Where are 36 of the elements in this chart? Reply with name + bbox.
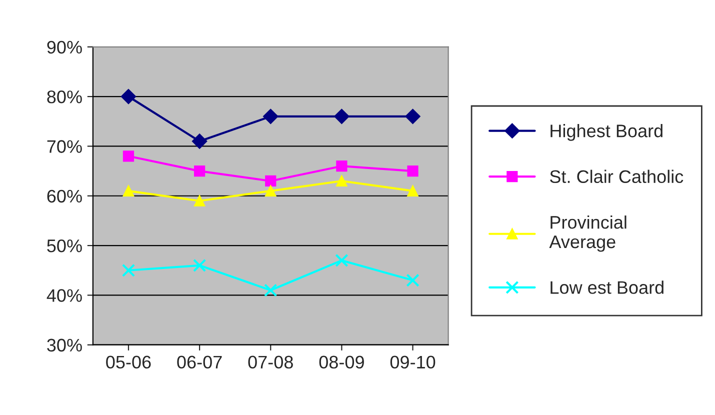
point <box>120 88 136 104</box>
point <box>335 254 348 268</box>
point <box>264 284 278 297</box>
x-tick-label: 05-06 <box>106 356 151 369</box>
point <box>263 108 278 124</box>
point <box>194 195 206 206</box>
x-tick-label: 08-09 <box>319 356 364 369</box>
y-tick-label: 50% <box>47 239 82 252</box>
legend-label: Provincial Average <box>549 216 626 252</box>
point <box>334 108 350 124</box>
point <box>407 165 418 177</box>
y-tick-label: 70% <box>47 140 82 153</box>
y-tick-label: 60% <box>47 190 82 203</box>
point <box>336 160 348 172</box>
point <box>192 258 206 272</box>
point <box>122 185 134 196</box>
point <box>265 185 276 196</box>
y-tick-label: 90% <box>47 40 82 54</box>
legend-label: Low est Board <box>550 280 664 294</box>
x-tick-label: 09-10 <box>390 356 436 369</box>
point <box>122 150 134 162</box>
point <box>406 274 420 287</box>
legend-label: Highest Board <box>550 124 662 141</box>
point <box>192 134 208 149</box>
x-tick-label: 06-07 <box>177 356 222 369</box>
point <box>407 185 418 196</box>
legend-label: St. Clair Catholic <box>550 170 684 184</box>
x-tick-label: 07-08 <box>248 356 293 369</box>
y-tick-label: 30% <box>47 338 82 352</box>
y-tick-label: 40% <box>46 289 82 302</box>
point <box>405 108 420 124</box>
y-tick-label: 80% <box>47 90 82 104</box>
point <box>265 175 276 187</box>
point <box>194 165 206 177</box>
point <box>336 175 348 187</box>
point <box>122 264 136 277</box>
